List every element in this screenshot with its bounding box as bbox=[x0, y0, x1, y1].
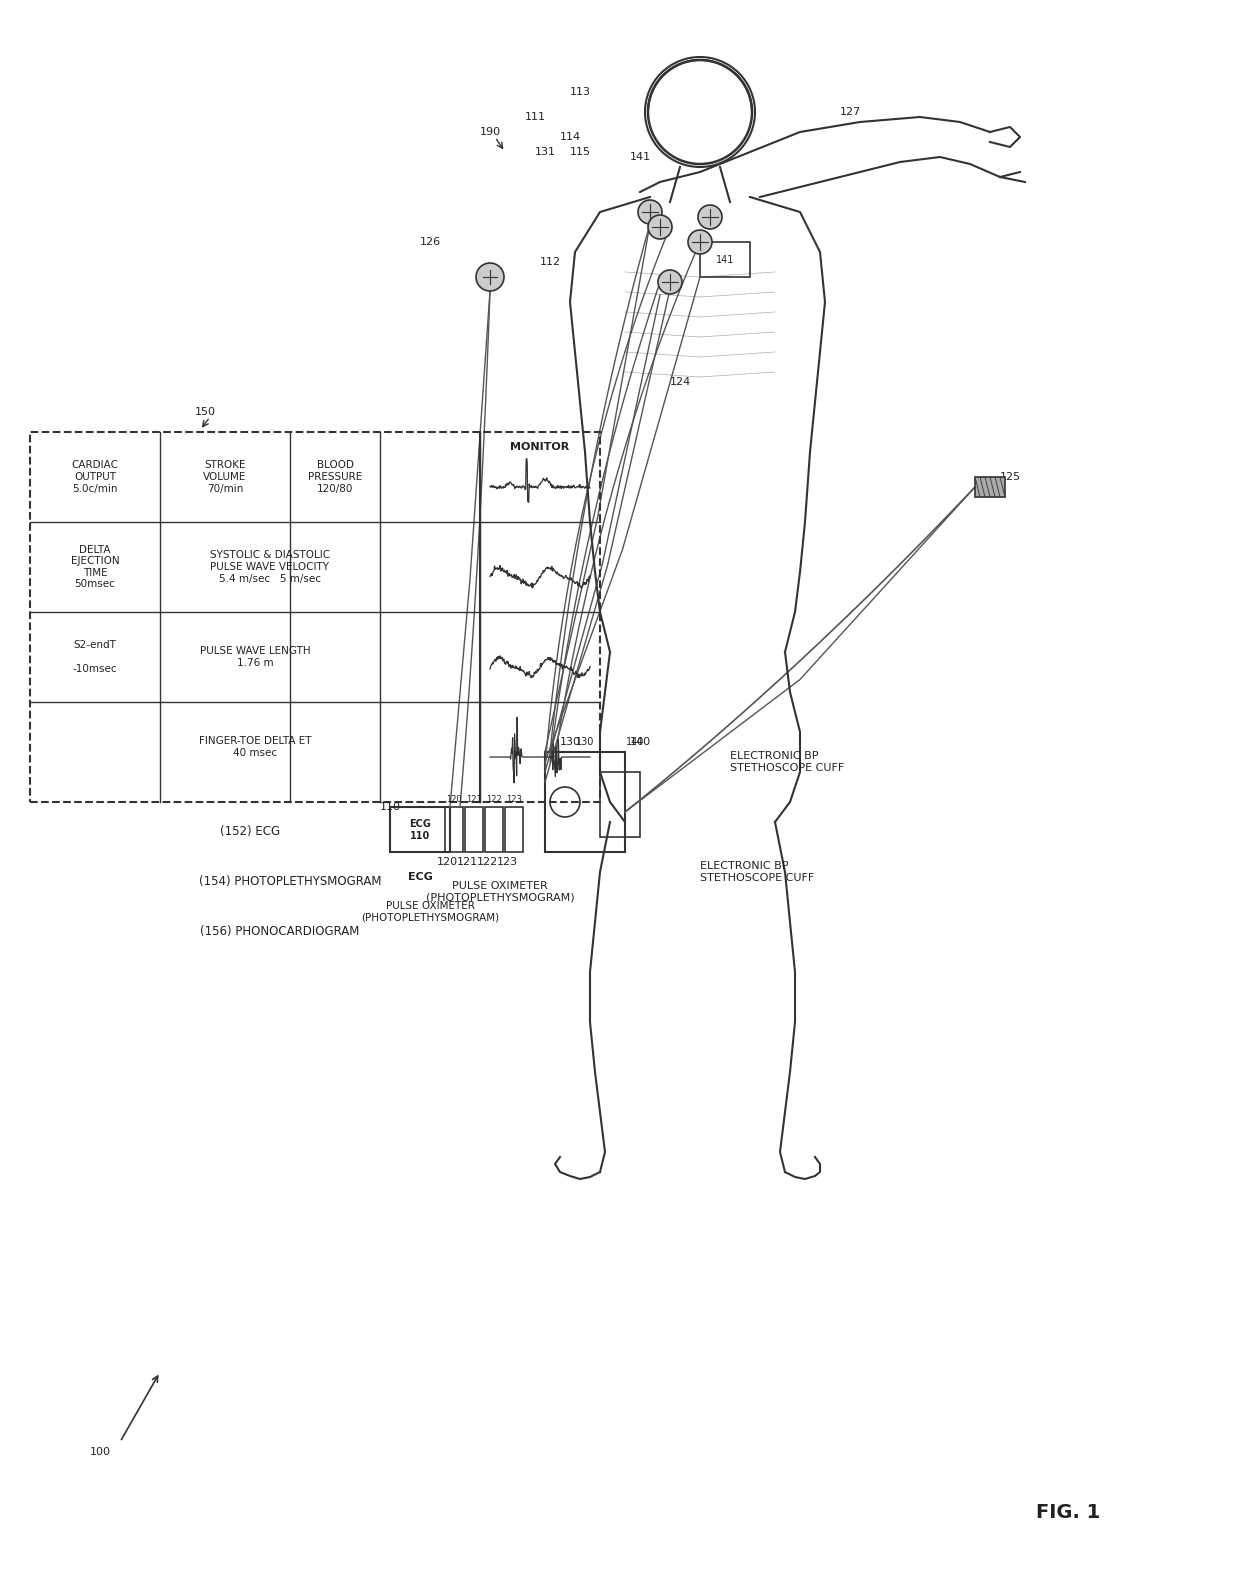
Circle shape bbox=[658, 270, 682, 294]
Bar bbox=[465, 806, 484, 852]
Bar bbox=[30, 432, 600, 802]
Text: 131: 131 bbox=[534, 148, 556, 157]
Text: BLOOD
PRESSURE
120/80: BLOOD PRESSURE 120/80 bbox=[308, 461, 362, 494]
Circle shape bbox=[649, 215, 672, 239]
Text: MONITOR: MONITOR bbox=[511, 442, 569, 453]
Text: 126: 126 bbox=[419, 237, 440, 247]
Bar bbox=[485, 806, 503, 852]
Text: 140: 140 bbox=[630, 737, 651, 747]
Text: 141: 141 bbox=[630, 152, 651, 162]
Text: 124: 124 bbox=[670, 377, 691, 387]
Bar bbox=[600, 772, 640, 836]
Text: 130: 130 bbox=[575, 737, 594, 747]
Text: (156) PHONOCARDIOGRAM: (156) PHONOCARDIOGRAM bbox=[201, 926, 360, 938]
Text: PULSE WAVE LENGTH
1.76 m: PULSE WAVE LENGTH 1.76 m bbox=[200, 646, 310, 668]
Bar bbox=[445, 806, 463, 852]
Circle shape bbox=[688, 230, 712, 255]
Text: 113: 113 bbox=[569, 86, 590, 97]
Bar bbox=[546, 751, 625, 852]
Text: 130: 130 bbox=[559, 737, 580, 747]
Text: (152) ECG: (152) ECG bbox=[219, 825, 280, 838]
Bar bbox=[701, 242, 750, 277]
Text: PULSE OXIMETER
(PHOTOPLETHYSMOGRAM): PULSE OXIMETER (PHOTOPLETHYSMOGRAM) bbox=[425, 882, 574, 902]
Circle shape bbox=[476, 263, 503, 291]
Text: 122: 122 bbox=[486, 795, 502, 805]
Text: 127: 127 bbox=[839, 107, 861, 116]
Text: 141: 141 bbox=[715, 255, 734, 266]
Text: 111: 111 bbox=[525, 112, 546, 123]
Text: 123: 123 bbox=[496, 857, 517, 868]
Text: 140: 140 bbox=[626, 737, 645, 747]
Text: 114: 114 bbox=[559, 132, 580, 141]
Text: 150: 150 bbox=[195, 407, 216, 417]
Text: ECG: ECG bbox=[408, 872, 433, 882]
Text: 100: 100 bbox=[89, 1446, 110, 1457]
Text: 122: 122 bbox=[476, 857, 497, 868]
Text: 120: 120 bbox=[436, 857, 458, 868]
Text: FINGER-TOE DELTA ET
40 msec: FINGER-TOE DELTA ET 40 msec bbox=[198, 736, 311, 758]
Text: CARDIAC
OUTPUT
5.0c/min: CARDIAC OUTPUT 5.0c/min bbox=[72, 461, 119, 494]
Text: (154) PHOTOPLETHYSMOGRAM: (154) PHOTOPLETHYSMOGRAM bbox=[198, 876, 381, 888]
Bar bbox=[505, 806, 523, 852]
Text: 110: 110 bbox=[379, 802, 401, 813]
Bar bbox=[975, 476, 1004, 497]
Circle shape bbox=[698, 204, 722, 230]
Text: 190: 190 bbox=[480, 127, 501, 137]
Text: 121: 121 bbox=[456, 857, 477, 868]
Text: S2-endT

-10msec: S2-endT -10msec bbox=[73, 640, 118, 673]
Text: ELECTRONIC BP
STETHOSCOPE CUFF: ELECTRONIC BP STETHOSCOPE CUFF bbox=[701, 861, 815, 883]
Circle shape bbox=[639, 200, 662, 223]
Text: ECG
110: ECG 110 bbox=[409, 819, 432, 841]
Bar bbox=[391, 806, 450, 852]
Text: FIG. 1: FIG. 1 bbox=[1035, 1503, 1100, 1522]
Text: 123: 123 bbox=[506, 795, 522, 805]
Text: 115: 115 bbox=[569, 148, 590, 157]
Text: DELTA
EJECTION
TIME
50msec: DELTA EJECTION TIME 50msec bbox=[71, 544, 119, 590]
Text: ELECTRONIC BP
STETHOSCOPE CUFF: ELECTRONIC BP STETHOSCOPE CUFF bbox=[730, 751, 844, 773]
Text: SYSTOLIC & DIASTOLIC
PULSE WAVE VELOCITY
5.4 m/sec   5 m/sec: SYSTOLIC & DIASTOLIC PULSE WAVE VELOCITY… bbox=[210, 550, 330, 583]
Text: PULSE OXIMETER
(PHOTOPLETHYSMOGRAM): PULSE OXIMETER (PHOTOPLETHYSMOGRAM) bbox=[361, 901, 498, 923]
Text: 125: 125 bbox=[999, 472, 1021, 483]
Text: 121: 121 bbox=[466, 795, 482, 805]
Text: STROKE
VOLUME
70/min: STROKE VOLUME 70/min bbox=[203, 461, 247, 494]
Text: 112: 112 bbox=[539, 256, 560, 267]
Text: 120: 120 bbox=[446, 795, 461, 805]
